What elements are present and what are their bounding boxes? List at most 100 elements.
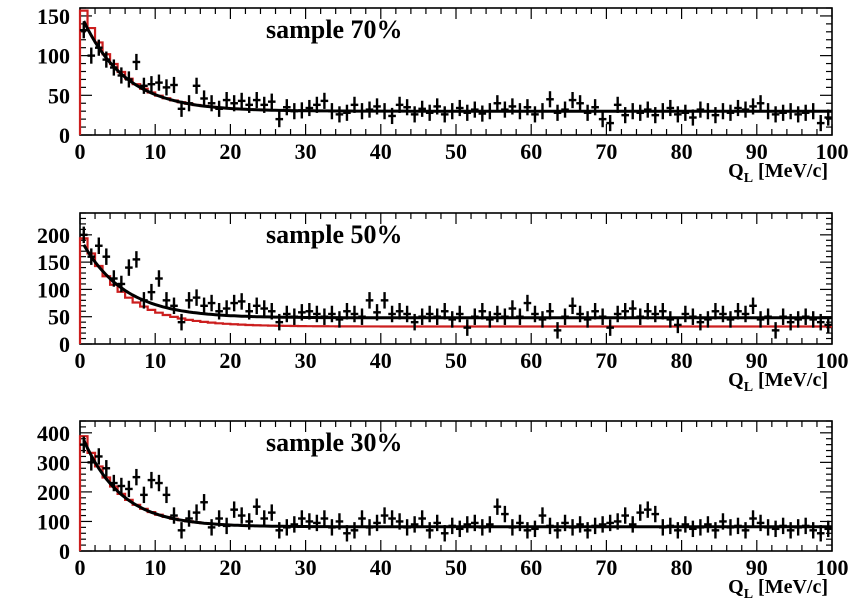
data-point (576, 516, 584, 533)
data-point (786, 313, 795, 331)
data-point (237, 92, 246, 109)
data-point (328, 519, 336, 536)
data-point (478, 105, 487, 122)
data-point (591, 517, 599, 535)
x-tick-label: 30 (295, 348, 317, 373)
model-red-histogram (78, 237, 832, 344)
data-point (704, 103, 712, 120)
data-point (568, 519, 577, 536)
data-point (87, 47, 96, 64)
data-point (749, 98, 757, 115)
data-point (275, 111, 284, 128)
data-point (110, 270, 118, 287)
data-point (621, 507, 629, 524)
y-tick-label: 150 (37, 250, 70, 275)
data-point (433, 308, 441, 325)
data-point (681, 104, 690, 121)
data-point (538, 311, 547, 328)
x-tick-label: 10 (144, 139, 166, 164)
data-point (824, 520, 833, 538)
data-point (591, 99, 599, 116)
data-point (117, 67, 126, 84)
data-point (606, 514, 614, 532)
data-point (185, 292, 193, 309)
data-point (501, 101, 509, 118)
data-point (583, 522, 592, 539)
model-black-curve (82, 20, 832, 113)
data-point (403, 99, 411, 116)
data-point (267, 504, 276, 521)
data-point (455, 305, 464, 323)
data-point (674, 106, 682, 123)
data-point (155, 270, 163, 287)
data-point (583, 104, 592, 121)
data-point (313, 514, 321, 532)
data-point (674, 316, 682, 334)
x-tick-label: 20 (219, 139, 241, 164)
data-point (628, 103, 637, 120)
data-point (192, 289, 201, 306)
data-point (365, 292, 374, 309)
data-point (222, 517, 231, 535)
data-point (162, 486, 171, 504)
y-tick-label: 300 (37, 450, 70, 475)
data-point (237, 293, 246, 310)
x-tick-label: 10 (144, 555, 166, 580)
data-point (298, 102, 306, 119)
data-point (689, 109, 697, 126)
data-point (711, 107, 720, 124)
data-point (252, 297, 261, 315)
data-point (140, 486, 148, 504)
data-point (741, 522, 750, 539)
x-tick-label: 30 (295, 139, 317, 164)
data-point (666, 517, 675, 535)
data-point (147, 283, 156, 301)
data-point (756, 95, 765, 112)
data-point (200, 297, 208, 315)
data-point (771, 322, 780, 339)
panel-title: sample 50% (266, 220, 403, 249)
data-point (425, 522, 434, 539)
data-point (598, 516, 607, 533)
data-point (636, 308, 645, 325)
data-point (516, 308, 524, 325)
data-point (102, 51, 111, 68)
data-point (335, 513, 344, 530)
data-point (779, 517, 787, 535)
data-point (275, 522, 284, 539)
data-point (809, 103, 817, 120)
data-point (523, 522, 532, 539)
data-point (260, 96, 269, 113)
data-point (568, 91, 577, 109)
x-tick-label: 40 (370, 555, 392, 580)
data-point (621, 107, 629, 124)
y-tick-label: 200 (37, 223, 70, 248)
data-point (478, 519, 487, 536)
data-point (636, 504, 645, 521)
data-point (493, 95, 502, 112)
data-point (252, 91, 261, 109)
data-point (756, 514, 765, 532)
data-point (140, 77, 148, 94)
data-point (448, 103, 457, 120)
data-point (455, 520, 464, 538)
data-point (162, 292, 171, 309)
data-point (756, 311, 765, 328)
data-point (117, 477, 126, 495)
data-point (117, 275, 126, 293)
data-point (726, 311, 735, 328)
data-point (95, 237, 103, 254)
data-point (516, 514, 524, 532)
x-tick-label: 100 (816, 555, 849, 580)
data-point (283, 99, 291, 116)
data-point (508, 300, 517, 317)
data-point (283, 305, 291, 323)
y-tick-label: 100 (37, 277, 70, 302)
x-tick-label: 10 (144, 348, 166, 373)
data-point (373, 304, 381, 321)
data-point (606, 115, 614, 132)
data-point (350, 96, 359, 113)
data-point (275, 313, 284, 331)
data-point (809, 522, 817, 539)
